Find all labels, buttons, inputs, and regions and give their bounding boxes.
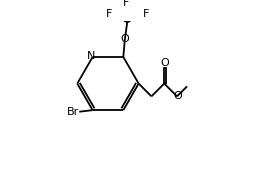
Text: O: O xyxy=(173,91,182,101)
Text: O: O xyxy=(120,34,129,44)
Text: Br: Br xyxy=(67,107,79,117)
Text: F: F xyxy=(142,9,149,19)
Text: O: O xyxy=(160,58,169,68)
Text: F: F xyxy=(122,0,129,8)
Text: N: N xyxy=(87,51,95,61)
Text: F: F xyxy=(106,9,112,19)
